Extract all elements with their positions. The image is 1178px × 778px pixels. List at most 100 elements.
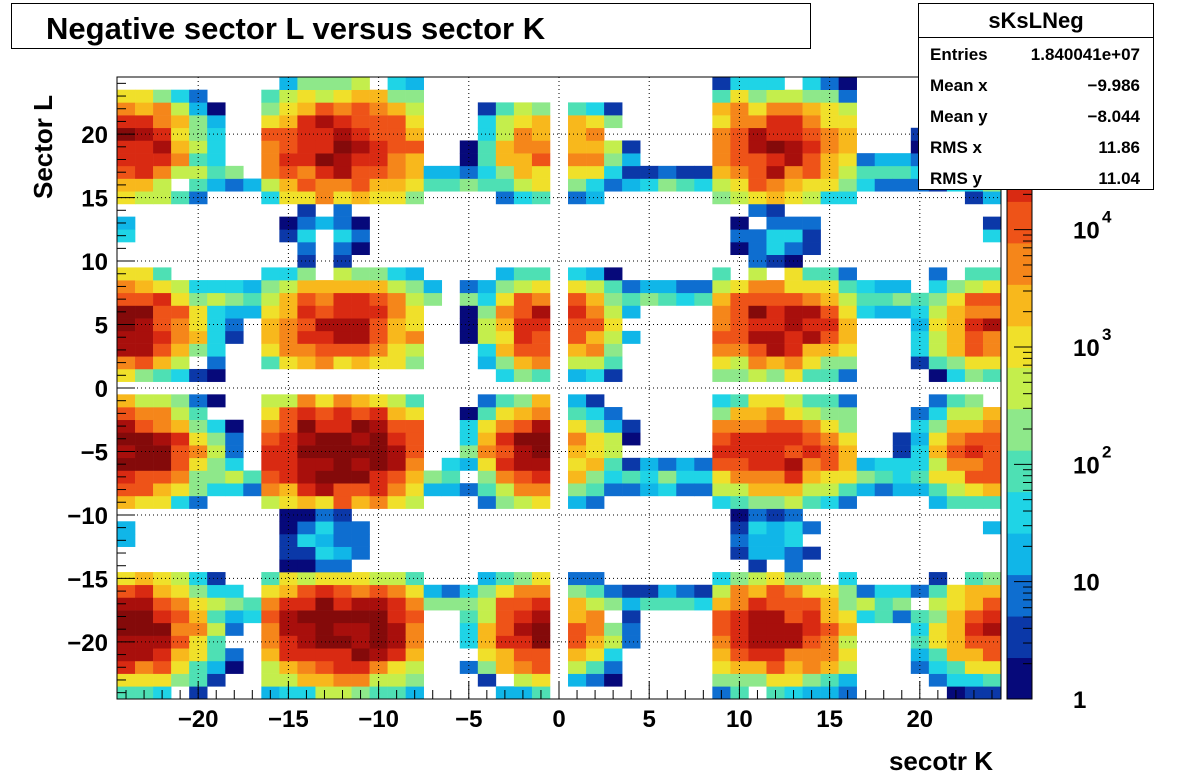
heatmap-cell	[153, 432, 172, 446]
heatmap-cell	[513, 102, 533, 116]
heatmap-cell	[207, 368, 226, 382]
heatmap-cell	[568, 584, 587, 598]
heatmap-cell	[171, 368, 190, 382]
heatmap-cell	[153, 305, 172, 319]
heatmap-cell	[838, 292, 857, 306]
heatmap-cell	[405, 356, 424, 370]
heatmap-cell	[207, 280, 226, 294]
heatmap-cell	[333, 330, 352, 344]
heatmap-cell	[802, 660, 821, 674]
heatmap-cell	[279, 432, 298, 446]
y-tick-label: −20	[67, 630, 108, 657]
heatmap-cell	[171, 153, 190, 167]
heatmap-cell	[712, 330, 731, 344]
heatmap-cell	[207, 648, 226, 662]
heatmap-cell	[495, 470, 515, 484]
heatmap-cell	[892, 280, 912, 294]
heatmap-cell	[531, 407, 551, 421]
heatmap-cell	[802, 330, 821, 344]
heatmap-cell	[405, 102, 424, 116]
heatmap-cell	[838, 153, 857, 167]
heatmap-cell	[207, 292, 226, 306]
heatmap-cell	[586, 343, 605, 357]
heatmap-cell	[586, 165, 605, 179]
x-axis-title: secotr K	[889, 746, 993, 776]
heatmap-cell	[784, 356, 803, 370]
heatmap-cell	[892, 165, 912, 179]
heatmap-cell	[964, 407, 984, 421]
heatmap-cell	[802, 280, 821, 294]
heatmap-cell	[171, 673, 190, 687]
heatmap-cell	[315, 495, 334, 509]
heatmap-cell	[135, 394, 154, 408]
x-tick-label: −10	[358, 706, 399, 733]
heatmap-cell	[297, 660, 316, 674]
heatmap-cell	[802, 102, 821, 116]
heatmap-cell	[513, 648, 533, 662]
heatmap-cell	[117, 115, 136, 129]
heatmap-cell	[838, 597, 857, 611]
heatmap-cell	[982, 648, 1002, 662]
heatmap-cell	[135, 457, 154, 471]
heatmap-cell	[513, 153, 533, 167]
heatmap-cell	[802, 292, 821, 306]
heatmap-cell	[802, 140, 821, 154]
heatmap-cell	[477, 470, 497, 484]
heatmap-cell	[387, 343, 406, 357]
heatmap-cell	[784, 305, 803, 319]
heatmap-cell	[712, 305, 731, 319]
heatmap-cell	[712, 610, 731, 624]
heatmap-cell	[225, 622, 244, 636]
heatmap-cell	[351, 483, 370, 497]
heatmap-cell	[279, 635, 298, 649]
heatmap-cell	[964, 419, 984, 433]
heatmap-cell	[387, 445, 406, 459]
heatmap-cell	[658, 178, 677, 192]
heatmap-cell	[694, 178, 713, 192]
heatmap-cell	[604, 280, 623, 294]
heatmap-cell	[604, 597, 623, 611]
heatmap-cell	[910, 648, 930, 662]
heatmap-cell	[874, 153, 894, 167]
heatmap-cell	[369, 280, 388, 294]
heatmap-cell	[423, 483, 443, 497]
heatmap-cell	[802, 622, 821, 636]
color-scale-label: 1	[1073, 687, 1086, 714]
heatmap-cell	[946, 635, 966, 649]
heatmap-cell	[730, 356, 749, 370]
heatmap-cell	[387, 432, 406, 446]
heatmap-cell	[189, 153, 208, 167]
heatmap-cell	[784, 673, 803, 687]
heatmap-cell	[297, 343, 316, 357]
heatmap-cell	[982, 660, 1002, 674]
heatmap-cell	[171, 318, 190, 332]
heatmap-cell	[820, 673, 839, 687]
heatmap-cell	[351, 457, 370, 471]
heatmap-cell	[171, 495, 190, 509]
heatmap-cell	[730, 419, 749, 433]
heatmap-cell	[820, 660, 839, 674]
heatmap-cell	[712, 394, 731, 408]
heatmap-cell	[495, 622, 515, 636]
heatmap-cell	[315, 546, 334, 560]
heatmap-cell	[387, 622, 406, 636]
heatmap-cell	[297, 622, 316, 636]
heatmap-cell	[261, 470, 280, 484]
heatmap-cell	[784, 178, 803, 192]
heatmap-cell	[315, 280, 334, 294]
color-scale-segment	[1007, 242, 1032, 285]
heatmap-cell	[712, 280, 731, 294]
heatmap-cell	[477, 495, 497, 509]
heatmap-cell	[622, 622, 641, 636]
heatmap-cell	[568, 115, 587, 129]
heatmap-cell	[910, 305, 930, 319]
heatmap-cell	[586, 584, 605, 598]
heatmap-cell	[315, 178, 334, 192]
heatmap-cell	[171, 343, 190, 357]
heatmap-cell	[333, 229, 352, 243]
heatmap-cell	[838, 356, 857, 370]
heatmap-cell	[531, 597, 551, 611]
x-tick-label: 20	[906, 706, 933, 733]
heatmap-cell	[279, 305, 298, 319]
heatmap-cell	[297, 203, 316, 217]
